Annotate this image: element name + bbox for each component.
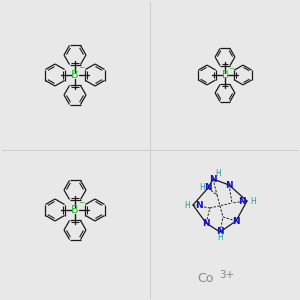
Text: H: H [250,196,256,206]
Text: Co: Co [197,272,213,284]
Text: N: N [209,175,217,184]
Text: −: − [79,198,85,207]
Text: N: N [216,226,224,236]
Text: −: − [228,66,234,72]
Text: 3+: 3+ [219,270,234,280]
Text: N: N [195,200,202,209]
Text: H: H [199,184,205,193]
Text: B: B [71,70,79,80]
Text: B: B [71,205,79,215]
Text: N: N [202,218,210,227]
Text: H: H [184,200,190,209]
Text: N: N [238,196,246,206]
Text: H: H [215,169,221,178]
Text: H: H [217,232,223,242]
Text: B: B [222,70,228,80]
Text: −: − [79,63,85,72]
Text: N: N [225,181,233,190]
Text: N: N [204,184,212,193]
Text: N: N [232,217,240,226]
